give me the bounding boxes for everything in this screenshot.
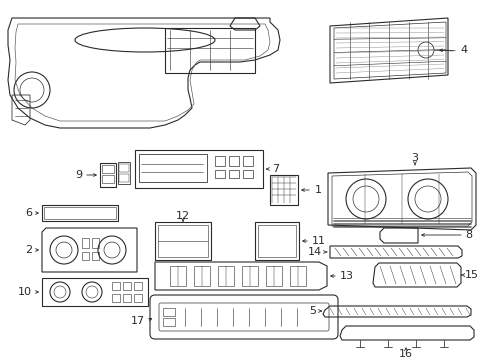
Bar: [194, 266, 209, 286]
Bar: [135, 150, 263, 188]
Bar: [228, 170, 239, 178]
Bar: [100, 163, 116, 187]
Bar: [82, 238, 89, 248]
Bar: [119, 174, 129, 182]
Text: 16: 16: [398, 349, 412, 359]
Bar: [112, 294, 120, 302]
Bar: [258, 225, 295, 257]
Text: 4: 4: [459, 45, 466, 55]
Bar: [215, 170, 224, 178]
Bar: [269, 175, 297, 205]
Bar: [82, 252, 89, 260]
Text: 17: 17: [131, 316, 145, 326]
Text: 7: 7: [271, 164, 279, 174]
Bar: [163, 318, 175, 326]
Bar: [92, 252, 99, 260]
Text: 13: 13: [339, 271, 353, 281]
Bar: [243, 170, 252, 178]
Text: 2: 2: [25, 245, 32, 255]
Text: 5: 5: [308, 306, 315, 316]
Text: 12: 12: [176, 211, 190, 221]
Bar: [112, 282, 120, 290]
Bar: [215, 156, 224, 166]
Text: 11: 11: [311, 236, 325, 246]
Bar: [228, 156, 239, 166]
Bar: [118, 162, 130, 184]
Bar: [102, 165, 114, 173]
Bar: [265, 266, 282, 286]
Bar: [164, 28, 254, 73]
Text: 6: 6: [25, 208, 32, 218]
Text: 9: 9: [75, 170, 82, 180]
Bar: [134, 282, 142, 290]
Bar: [242, 266, 258, 286]
Text: 1: 1: [314, 185, 321, 195]
Bar: [134, 294, 142, 302]
Text: 10: 10: [18, 287, 32, 297]
Text: 3: 3: [411, 153, 418, 163]
Bar: [102, 175, 114, 183]
Bar: [123, 282, 131, 290]
Text: 14: 14: [307, 247, 321, 257]
Text: 8: 8: [464, 230, 471, 240]
Bar: [139, 154, 206, 182]
Bar: [42, 278, 148, 306]
Bar: [170, 266, 185, 286]
Bar: [218, 266, 234, 286]
Bar: [119, 164, 129, 172]
Bar: [155, 222, 210, 260]
Bar: [158, 225, 207, 257]
Bar: [254, 222, 298, 260]
Bar: [42, 205, 118, 221]
Bar: [163, 308, 175, 316]
Bar: [289, 266, 305, 286]
Bar: [44, 207, 116, 219]
Text: 15: 15: [464, 270, 478, 280]
Bar: [123, 294, 131, 302]
Bar: [243, 156, 252, 166]
Bar: [92, 238, 99, 248]
